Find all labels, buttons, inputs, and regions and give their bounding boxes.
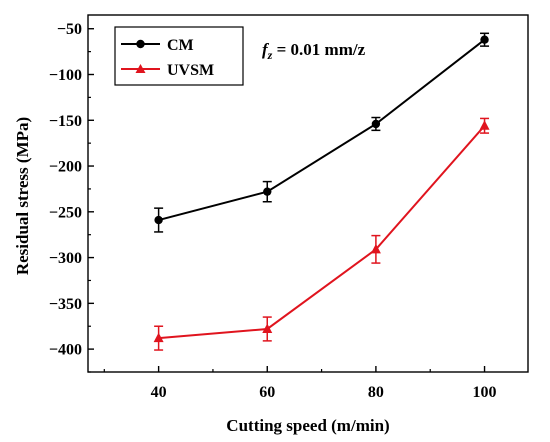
annotation-f: f (262, 40, 270, 59)
y-tick-label: −400 (49, 342, 82, 359)
legend-uvsm-label: UVSM (167, 62, 214, 79)
series-cm (154, 32, 490, 233)
data-point (153, 332, 164, 343)
legend-cm-label: CM (167, 37, 194, 54)
data-point (154, 215, 163, 225)
annotation-z: z (267, 48, 273, 62)
y-tick-label: −250 (49, 204, 82, 221)
y-tick-label: −200 (49, 159, 82, 176)
data-point (263, 187, 272, 196)
legend: CM UVSM (114, 26, 244, 86)
y-tick-label: −100 (49, 67, 82, 84)
data-point (480, 35, 489, 44)
plot-frame (87, 14, 529, 373)
annotation-rest: = 0.01 mm/z (272, 40, 365, 59)
data-point (262, 323, 273, 333)
y-tick-label: −350 (49, 296, 82, 313)
x-axis-ticks: 40 60 80 100 (103, 366, 497, 401)
series-uvsm (153, 117, 490, 351)
x-tick-label: 80 (368, 384, 384, 401)
series-uvsm-line (158, 125, 486, 340)
y-tick-label: −300 (49, 250, 82, 267)
y-axis-ticks: −50 −100 −150 −200 −250 −300 −350 −400 (49, 21, 94, 373)
x-tick-label: 100 (473, 384, 497, 401)
x-tick-label: 60 (259, 384, 275, 401)
data-point (371, 119, 381, 129)
feed-rate-annotation: fz = 0.01 mm/z (262, 40, 366, 62)
y-tick-label: −150 (49, 113, 82, 130)
legend-uvsm-marker (135, 64, 146, 73)
series-layer (153, 32, 490, 351)
data-point (370, 243, 381, 254)
data-point (479, 120, 490, 130)
x-axis-title: Cutting speed (m/min) (226, 416, 389, 435)
legend-box (114, 26, 244, 86)
y-axis-title: Residual stress (MPa) (13, 117, 32, 275)
y-tick-label: −50 (57, 21, 82, 38)
legend-cm-marker (136, 39, 145, 49)
series-cm-line (158, 38, 486, 222)
plot-area-border (87, 14, 529, 373)
x-tick-label: 40 (151, 384, 167, 401)
